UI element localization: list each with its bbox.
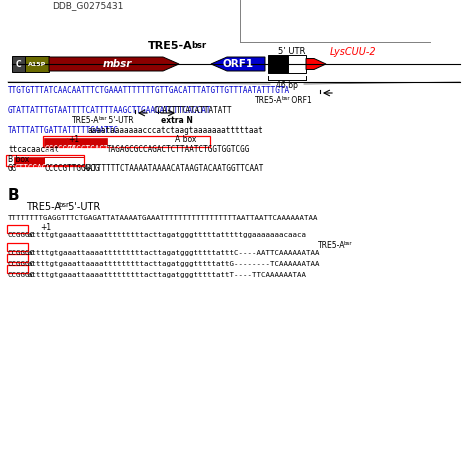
Bar: [43, 136, 210, 147]
Text: TATTTATTGATTATTTTTGAATTC: TATTTATTGATTATTTTTGAATTC: [8, 126, 119, 135]
Text: CCGGGC: CCGGGC: [8, 232, 35, 238]
Text: +1: +1: [40, 223, 51, 232]
Bar: [7, 254, 28, 262]
Text: CCGGGC: CCGGGC: [8, 250, 35, 256]
Text: TRE5-A: TRE5-A: [318, 241, 346, 250]
Text: bsr: bsr: [58, 202, 69, 208]
Text: mbsr: mbsr: [102, 59, 132, 69]
Text: CCATTTTATATTATATT: CCATTTTATATTATATT: [153, 106, 232, 115]
Text: CCCCGTTGGGCG: CCCCGTTGGGCG: [44, 164, 100, 173]
Text: GCCCGGC: GCCCGGC: [44, 145, 77, 154]
Text: bsr: bsr: [191, 41, 206, 50]
Text: +1: +1: [68, 135, 79, 144]
Text: TTGTGTTTATCAACAATTTCTGAAATTTTTTTGTTGACATTTATGTTGTTTAATATTTGTA: TTGTGTTTATCAACAATTTCTGAAATTTTTTTGTTGACAT…: [8, 86, 290, 95]
Text: attttgtgaaattaaaatttttttttacttagatgggtttttattT----TTCAAAAAATAA: attttgtgaaattaaaatttttttttacttagatgggttt…: [28, 272, 307, 278]
Bar: [7, 155, 84, 166]
Bar: [44, 138, 67, 146]
Text: B box: B box: [8, 155, 29, 164]
Text: bsr: bsr: [282, 96, 291, 101]
Text: TAGAGCGCCAGACTCTTAATCTGGTGGTCGG: TAGAGCGCCAGACTCTTAATCTGGTGGTCGG: [107, 145, 250, 154]
Text: 5’ UTR: 5’ UTR: [278, 47, 305, 56]
Text: C: C: [16, 60, 21, 69]
Bar: [14, 157, 44, 165]
Text: TRE5-A: TRE5-A: [148, 41, 193, 51]
Text: TRE5-A: TRE5-A: [255, 96, 283, 105]
Text: TAGCTCAGTCGG: TAGCTCAGTCGG: [67, 145, 123, 154]
Text: 46 bp: 46 bp: [276, 81, 298, 90]
Text: 5'-UTR: 5'-UTR: [65, 202, 100, 212]
Text: ORF1: ORF1: [289, 96, 312, 105]
Text: B: B: [8, 188, 19, 203]
Text: ORF1: ORF1: [222, 59, 254, 69]
Text: DDB_G0275431: DDB_G0275431: [52, 1, 123, 10]
Text: AATTTTTTCTAAAATAAAACATAAGTACAATGGTTCAAT: AATTTTTTCTAAAATAAAACATAAGTACAATGGTTCAAT: [84, 164, 264, 173]
Bar: [7, 243, 28, 251]
Text: A box: A box: [175, 135, 196, 144]
Text: aaaataaaaaaacccatctaagtaaaaaaatttttaat: aaaataaaaaaacccatctaagtaaaaaaatttttaat: [87, 126, 263, 135]
Text: TRE5-A: TRE5-A: [26, 202, 61, 212]
Text: GG: GG: [8, 164, 17, 173]
Bar: [7, 265, 28, 273]
Text: ttcacaacaat: ttcacaacaat: [8, 145, 59, 154]
Text: bsr: bsr: [99, 116, 108, 121]
Bar: [25, 56, 49, 72]
Text: CCGGGC: CCGGGC: [8, 261, 35, 267]
Text: LysCUU-2: LysCUU-2: [330, 47, 377, 57]
Text: CCGGGC: CCGGGC: [8, 272, 35, 278]
FancyArrow shape: [306, 58, 326, 70]
Text: TTTTTTTTGAGGTTTCTGAGATTATAAAATGAAATTTTTTTTTTTTTTTTTAATTAATTCAAAAAATAA: TTTTTTTTGAGGTTTCTGAGATTATAAAATGAAATTTTTT…: [8, 215, 319, 221]
Text: 5'-UTR: 5'-UTR: [106, 116, 134, 125]
Text: attttgtgaaattaaaatttttttttacttagatgggtttttatttttggaaaaaaacaaca: attttgtgaaattaaaatttttttttacttagatgggttt…: [28, 232, 307, 238]
Bar: [268, 55, 288, 73]
Text: GTATTATTTGTAATTTTCATTTTAAGCTTGAACATCTTCACCAT: GTATTATTTGTAATTTTCATTTTAAGCTTGAACATCTTCA…: [8, 106, 211, 115]
Text: GTTCGAGCC: GTTCGAGCC: [15, 164, 56, 173]
Text: attttgtgaaattaaaatttttttttacttagatgggtttttatttC----AATTCAAAAAATAA: attttgtgaaattaaaatttttttttacttagatgggttt…: [28, 250, 320, 256]
Text: attttgtgaaattaaaatttttttttacttagatgggtttttattG--------TCAAAAAATAA: attttgtgaaattaaaatttttttttacttagatgggttt…: [28, 261, 320, 267]
FancyArrow shape: [49, 57, 179, 71]
Text: extra N: extra N: [161, 116, 193, 125]
Text: bsr: bsr: [344, 241, 353, 246]
Bar: [44, 157, 84, 165]
Text: A15P: A15P: [28, 62, 46, 66]
Bar: [12, 56, 25, 72]
FancyArrow shape: [211, 57, 265, 71]
Bar: [67, 138, 107, 146]
Text: TRE5-A: TRE5-A: [72, 116, 100, 125]
Bar: [288, 55, 306, 73]
Bar: [7, 225, 28, 233]
